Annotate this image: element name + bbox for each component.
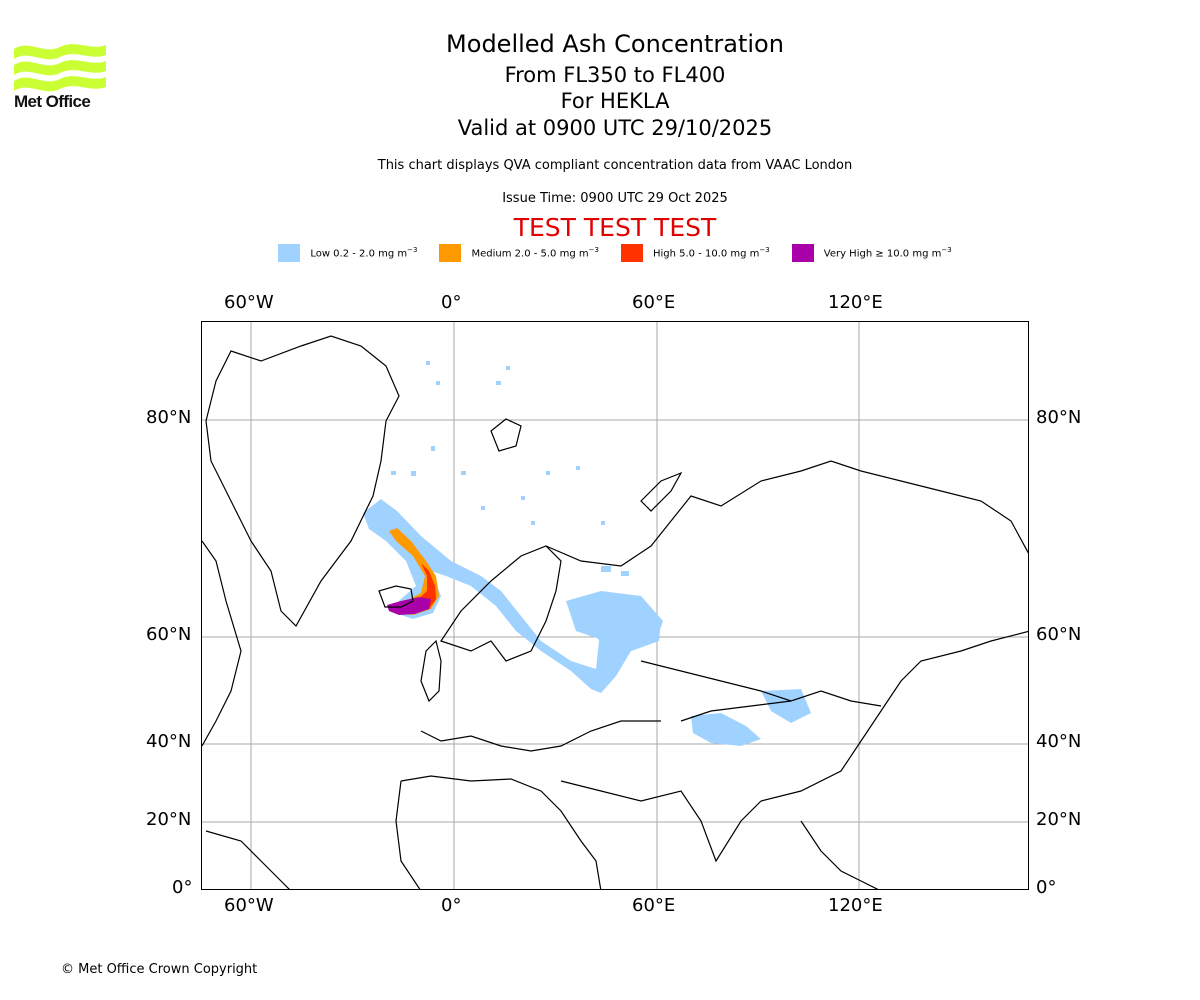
ash-very-high-concentration [387, 597, 431, 615]
legend-swatch-very-high [791, 244, 814, 262]
lat-tick-right: 80°N [1036, 407, 1082, 428]
legend-swatch-low [278, 244, 301, 262]
legend-swatch-high [620, 244, 643, 262]
legend-label: Low 0.2 - 2.0 mg m [310, 248, 408, 260]
legend-item-very-high: Very High ≥ 10.0 mg m−3 [791, 244, 952, 262]
lon-tick-top: 60°W [224, 292, 274, 313]
lon-tick-top: 60°E [632, 292, 676, 313]
chart-description: This chart displays QVA compliant concen… [377, 158, 853, 173]
ash-concentration-map[interactable] [201, 321, 1029, 890]
ash-low-concentration [363, 361, 811, 746]
valid-time: Valid at 0900 UTC 29/10/2025 [457, 116, 773, 140]
map-canvas [202, 322, 1028, 889]
legend-item-medium: Medium 2.0 - 5.0 mg m−3 [439, 244, 599, 262]
lat-tick-left: 60°N [146, 624, 192, 645]
legend-exponent: −3 [759, 246, 770, 255]
coastlines [202, 335, 1028, 889]
lat-tick-left: 80°N [146, 407, 192, 428]
lon-tick-bottom: 60°E [632, 895, 676, 916]
lon-tick-bottom: 120°E [828, 895, 883, 916]
test-banner: TEST TEST TEST [513, 213, 717, 242]
lat-tick-right: 40°N [1036, 731, 1082, 752]
lat-tick-left: 0° [172, 877, 193, 898]
lat-tick-right: 60°N [1036, 624, 1082, 645]
legend-item-low: Low 0.2 - 2.0 mg m−3 [278, 244, 417, 262]
lon-tick-top: 0° [441, 292, 462, 313]
lat-tick-left: 40°N [146, 731, 192, 752]
met-office-wave-logo-icon [14, 44, 106, 92]
legend-label: Medium 2.0 - 5.0 mg m [471, 248, 589, 260]
lat-tick-right: 20°N [1036, 809, 1082, 830]
copyright-notice: © Met Office Crown Copyright [61, 962, 258, 977]
met-office-logo-text: Met Office [14, 92, 91, 111]
flight-levels: From FL350 to FL400 [504, 63, 726, 87]
legend-exponent: −3 [588, 246, 599, 255]
lat-tick-right: 0° [1036, 877, 1057, 898]
chart-title: Modelled Ash Concentration [446, 30, 784, 58]
legend-item-high: High 5.0 - 10.0 mg m−3 [620, 244, 770, 262]
lon-tick-top: 120°E [828, 292, 883, 313]
lat-tick-left: 20°N [146, 809, 192, 830]
legend-label: Very High ≥ 10.0 mg m [823, 248, 942, 260]
concentration-legend: Low 0.2 - 2.0 mg m−3 Medium 2.0 - 5.0 mg… [0, 244, 1200, 262]
lon-tick-bottom: 0° [441, 895, 462, 916]
volcano-name: For HEKLA [560, 89, 670, 113]
lon-tick-bottom: 60°W [224, 895, 274, 916]
legend-exponent: −3 [407, 246, 418, 255]
legend-swatch-medium [439, 244, 462, 262]
legend-exponent: −3 [941, 246, 952, 255]
legend-label: High 5.0 - 10.0 mg m [652, 248, 760, 260]
issue-time: Issue Time: 0900 UTC 29 Oct 2025 [502, 191, 728, 206]
